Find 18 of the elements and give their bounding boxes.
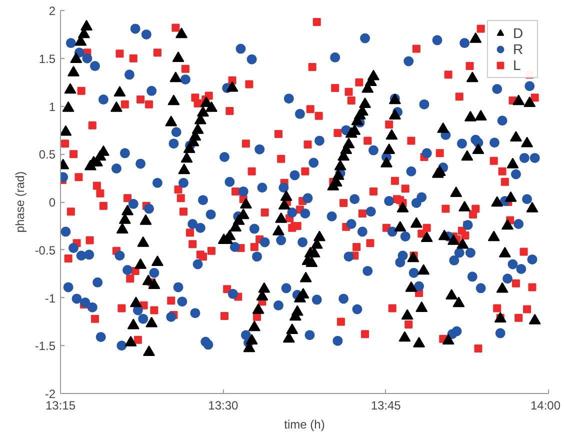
x-tick-label: 13:45	[370, 398, 402, 412]
y-tick-label: -2	[44, 387, 56, 401]
x-tick-label: 14:00	[530, 398, 561, 412]
x-axis-title: time (h)	[284, 418, 325, 432]
y-axis-title: phase (rad)	[12, 171, 27, 233]
legend-label: L	[513, 57, 522, 73]
y-tick-label: -0.5	[34, 243, 56, 258]
legend-label: R	[513, 41, 524, 57]
x-tick-label: 13:30	[208, 398, 239, 412]
y-tick-label: -1.5	[34, 339, 56, 354]
y-tick-label: 1.5	[38, 52, 56, 66]
y-tick-label: -1	[44, 291, 56, 306]
x-tick-label: 13:15	[45, 398, 76, 412]
y-tick-label: 2	[48, 4, 56, 18]
y-tick-label: 0.5	[38, 148, 56, 162]
y-tick-label: 0	[48, 196, 56, 210]
legend-label: D	[513, 25, 524, 41]
y-tick-label: 1	[48, 100, 56, 114]
